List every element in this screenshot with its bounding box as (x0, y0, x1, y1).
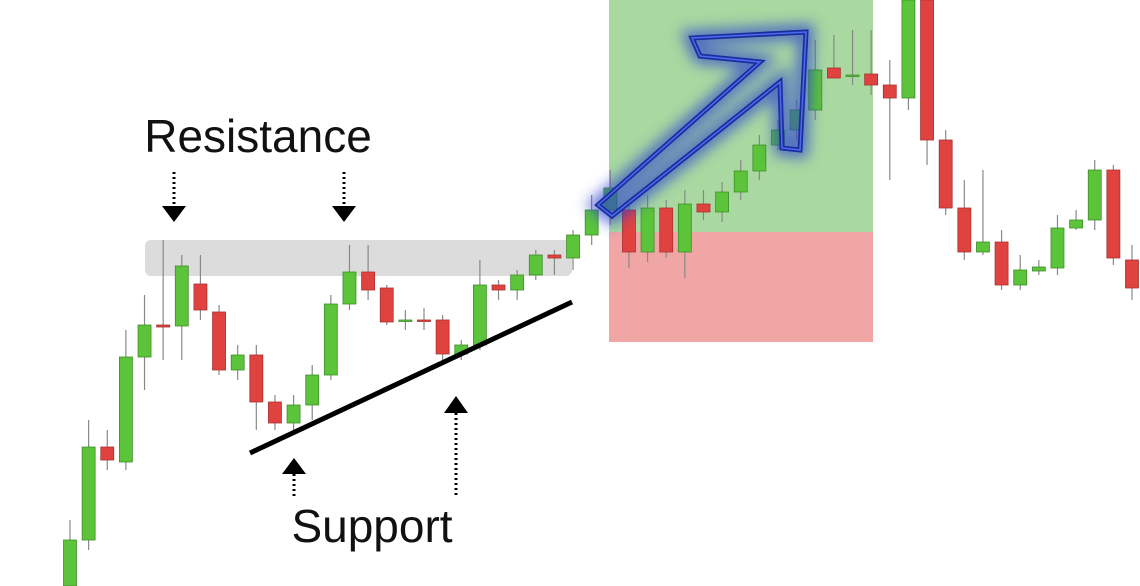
candle-body (566, 234, 580, 259)
candle-body (845, 74, 860, 77)
candle-body (398, 319, 413, 322)
candle-body (696, 203, 711, 213)
candle-body (1031, 266, 1046, 272)
candle-body (547, 254, 562, 259)
candle-body (826, 67, 841, 79)
candle-body (81, 446, 96, 541)
candle-body (268, 401, 282, 424)
candles (63, 0, 1139, 586)
candle-body (901, 0, 916, 99)
candle-body (249, 354, 264, 403)
candle-body (342, 271, 357, 305)
resistance-band (145, 240, 572, 276)
candle-body (864, 73, 879, 86)
candle-body (733, 170, 748, 193)
candle-body (715, 191, 730, 213)
candle-body (510, 274, 525, 291)
candle-body (212, 311, 226, 371)
candle-body (957, 207, 972, 253)
candle-body (305, 374, 320, 406)
candle-body (1069, 219, 1084, 229)
candle-body (1106, 169, 1121, 259)
candle-body (1125, 259, 1139, 289)
candle-body (491, 284, 506, 291)
candle-body (174, 265, 189, 327)
candle-body (528, 254, 543, 276)
candle-body (435, 319, 450, 355)
candle-body (286, 404, 301, 424)
candle-body (1087, 169, 1102, 221)
candle-body (230, 354, 245, 371)
candle-body (920, 0, 934, 141)
candle-body (640, 207, 655, 253)
candle-body (976, 241, 990, 253)
pointer-arrows (162, 172, 468, 498)
candle-body (417, 319, 431, 322)
candle-body (379, 287, 394, 323)
candle-body (994, 241, 1009, 286)
candle-body (118, 356, 133, 463)
candle-body (752, 144, 767, 172)
candle-body (882, 84, 897, 99)
blue-arrow (585, 23, 815, 227)
support-label: Support (291, 500, 452, 552)
support-line (248, 299, 574, 456)
candle-body (677, 203, 692, 253)
candle-body (193, 283, 208, 311)
candle-body (1013, 269, 1028, 286)
candle-body (137, 324, 152, 358)
candle-body (938, 139, 953, 209)
candle-body (659, 207, 674, 253)
candle-body (323, 303, 338, 376)
candle-body (156, 324, 171, 328)
resistance-label: Resistance (144, 110, 372, 162)
candle-body (63, 539, 77, 586)
candle-body (1050, 227, 1065, 269)
candle-body (361, 271, 376, 291)
candle-body (472, 284, 487, 346)
candle-body (100, 446, 115, 461)
